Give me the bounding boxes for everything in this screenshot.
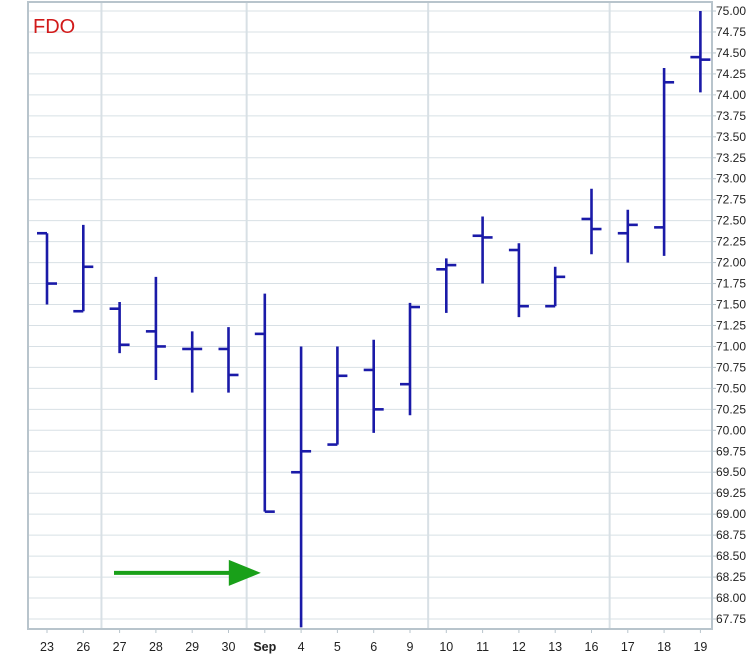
y-tick-label: 68.00 xyxy=(716,591,746,605)
y-tick-label: 74.75 xyxy=(716,25,746,39)
ohlc-bar xyxy=(73,224,94,313)
y-tick-label: 69.75 xyxy=(716,444,746,458)
y-tick-label: 68.25 xyxy=(716,570,746,584)
x-tick-label: 26 xyxy=(76,640,90,654)
ohlc-bar xyxy=(545,266,566,308)
x-tick-label: 16 xyxy=(585,640,599,654)
grid-lines xyxy=(28,2,712,629)
x-axis-ticks: 23 26 27 28 29 30 Sep 4 5 6 9 10 11 12 13 16 17 18 19 xyxy=(40,629,707,654)
y-tick-label: 73.75 xyxy=(716,109,746,123)
y-tick-label: 69.50 xyxy=(716,465,746,479)
x-tick-label: 23 xyxy=(40,640,54,654)
ohlc-bar xyxy=(218,327,239,393)
y-tick-label: 73.00 xyxy=(716,172,746,186)
ohlc-bar xyxy=(145,276,166,380)
y-tick-label: 68.75 xyxy=(716,528,746,542)
y-tick-label: 74.00 xyxy=(716,88,746,102)
x-tick-label: 30 xyxy=(222,640,236,654)
x-tick-label: Sep xyxy=(253,640,276,654)
ohlc-bar xyxy=(436,258,457,313)
arrow-icon xyxy=(114,559,261,586)
x-tick-label: 28 xyxy=(149,640,163,654)
x-tick-label: 9 xyxy=(407,640,414,654)
ohlc-bar xyxy=(363,339,384,433)
y-tick-label: 70.50 xyxy=(716,381,746,395)
ohlc-bar xyxy=(327,346,348,446)
ohlc-bar xyxy=(109,302,130,354)
ohlc-bar xyxy=(400,302,420,416)
ohlc-bar xyxy=(508,243,529,318)
x-tick-label: 29 xyxy=(185,640,199,654)
y-tick-label: 69.00 xyxy=(716,507,746,521)
annotations xyxy=(114,559,261,586)
x-tick-label: 11 xyxy=(476,640,489,654)
ticker-label: FDO xyxy=(33,16,75,38)
y-tick-label: 68.50 xyxy=(716,549,746,563)
y-tick-label: 70.75 xyxy=(716,360,746,374)
y-tick-label: 74.25 xyxy=(716,67,746,81)
y-tick-label: 71.75 xyxy=(716,277,746,291)
ohlc-bar xyxy=(37,231,57,305)
y-tick-label: 69.25 xyxy=(716,486,746,500)
x-tick-label: 12 xyxy=(512,640,526,654)
y-tick-label: 73.50 xyxy=(716,130,746,144)
ohlc-bar xyxy=(472,216,493,284)
x-tick-label: 4 xyxy=(298,640,305,654)
y-tick-label: 75.00 xyxy=(716,4,746,18)
x-tick-label: 17 xyxy=(621,640,635,654)
x-tick-label: 6 xyxy=(370,640,377,654)
y-tick-label: 72.50 xyxy=(716,214,746,228)
y-tick-label: 74.50 xyxy=(716,46,746,60)
y-tick-label: 72.00 xyxy=(716,256,746,270)
plot-border xyxy=(27,1,713,630)
x-tick-label: 18 xyxy=(657,640,671,654)
y-tick-label: 67.75 xyxy=(716,612,746,626)
ohlc-bar xyxy=(690,11,711,93)
x-tick-label: 5 xyxy=(334,640,341,654)
x-tick-label: 13 xyxy=(548,640,562,654)
ohlc-bar xyxy=(254,293,275,513)
plot-frame xyxy=(27,1,713,630)
y-axis-ticks: 75.00 74.75 74.50 74.25 74.00 73.75 73.50 73.25… xyxy=(712,4,746,626)
x-tick-label: 19 xyxy=(693,640,707,654)
x-tick-label: 27 xyxy=(113,640,127,654)
y-tick-label: 70.25 xyxy=(716,402,746,416)
x-tick-label: 10 xyxy=(439,640,453,654)
y-tick-label: 71.00 xyxy=(716,339,746,353)
ohlc-bar xyxy=(291,346,312,628)
arrow-head xyxy=(228,559,261,586)
y-tick-label: 73.25 xyxy=(716,151,746,165)
ohlc-bar xyxy=(654,68,675,256)
y-tick-label: 70.00 xyxy=(716,423,746,437)
ohlc-bar xyxy=(182,331,203,393)
y-tick-label: 72.25 xyxy=(716,235,746,249)
ohlc-bar xyxy=(581,188,602,255)
y-tick-label: 71.50 xyxy=(716,298,746,312)
price-bars xyxy=(37,11,711,628)
ohlc-bar xyxy=(617,209,638,263)
y-tick-label: 71.25 xyxy=(716,318,746,332)
y-tick-label: 72.75 xyxy=(716,193,746,207)
